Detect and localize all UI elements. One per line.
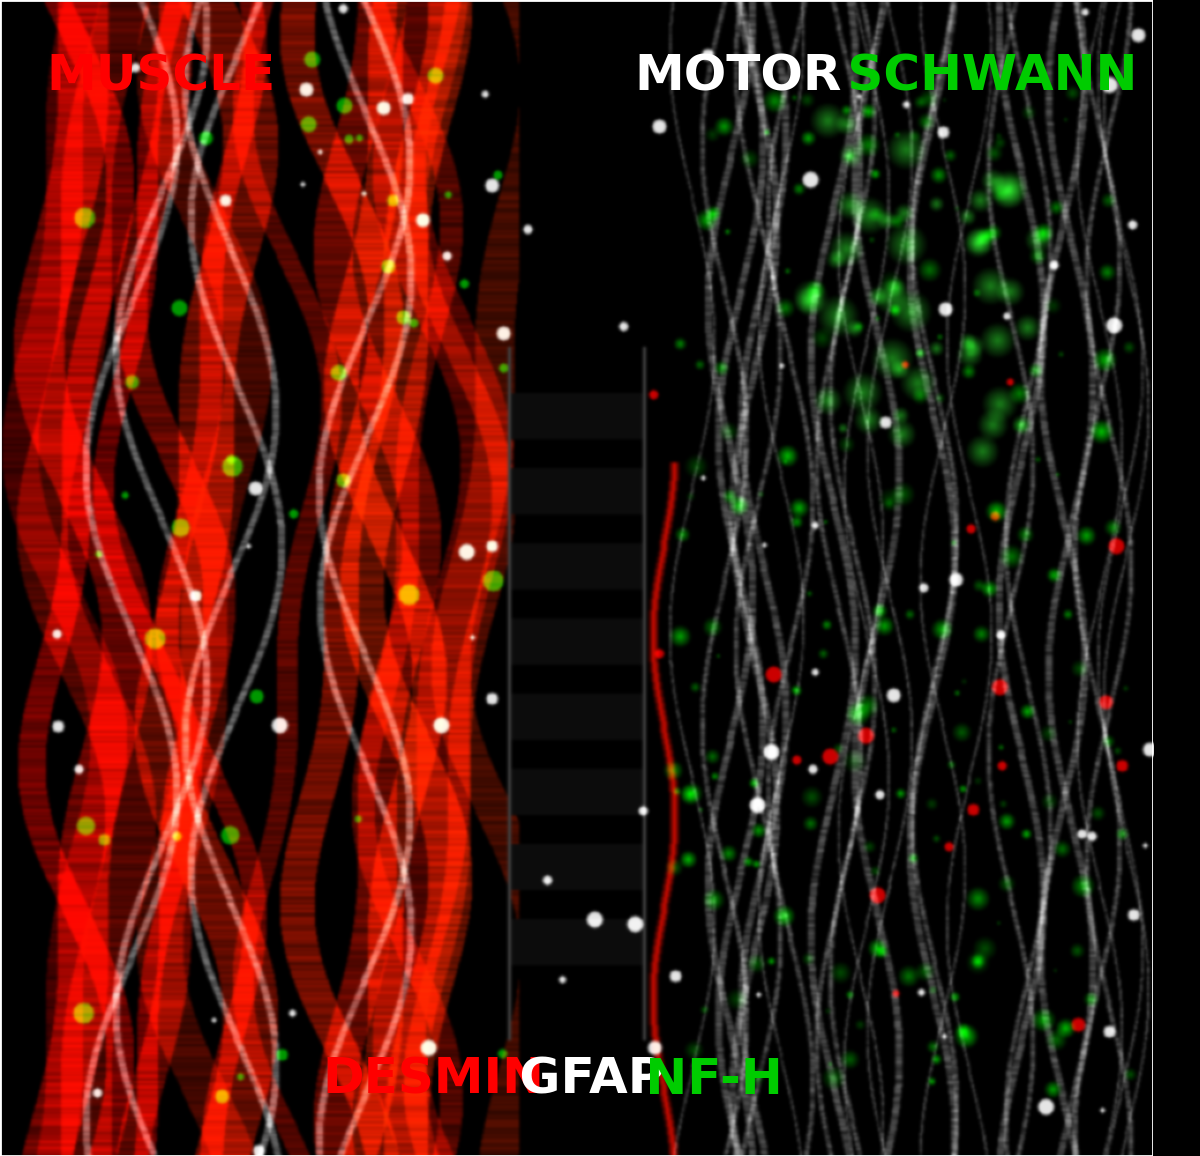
Text: DESMIN: DESMIN — [323, 1055, 545, 1104]
Text: MUSCLE: MUSCLE — [46, 52, 275, 101]
Text: MOTOR: MOTOR — [634, 52, 841, 101]
Text: GFAP: GFAP — [502, 1055, 664, 1104]
Text: NF-H: NF-H — [629, 1055, 784, 1104]
Text: SCHWANN: SCHWANN — [830, 52, 1138, 101]
